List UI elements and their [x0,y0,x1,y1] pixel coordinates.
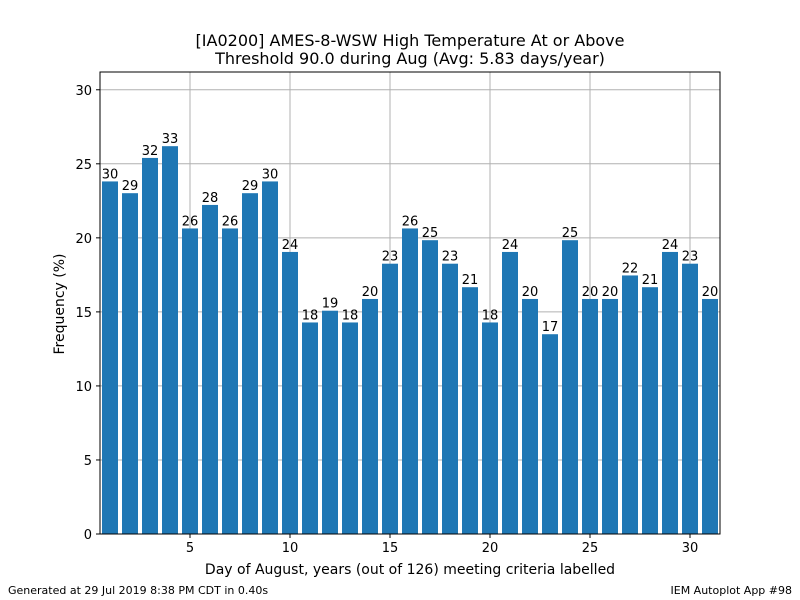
y-tick-label: 25 [75,158,92,173]
bar [622,275,638,534]
bar [362,298,378,534]
bars [102,146,718,534]
y-axis-label: Frequency (%) [52,253,68,354]
bar [302,322,318,534]
bar [562,240,578,534]
y-tick-label: 10 [75,380,92,395]
x-axis-label: Day of August, years (out of 126) meetin… [205,562,615,578]
bar-count-label: 23 [682,250,699,265]
bar-count-label: 21 [462,273,479,288]
bar-count-label: 18 [302,308,319,323]
bar [582,298,598,534]
bar [642,287,658,534]
bar-count-label: 23 [442,250,459,265]
bar-count-label: 30 [102,167,119,182]
bar-count-label: 18 [482,308,499,323]
bar [122,193,138,534]
bar-count-label: 29 [242,179,259,194]
bar-labels: 3029323326282629302418191820232625232118… [102,132,719,335]
bar [542,334,558,534]
bar-count-label: 18 [342,308,359,323]
generated-timestamp: Generated at 29 Jul 2019 8:38 PM CDT in … [8,584,269,597]
y-axis-ticks: 0 5 10 15 20 25 30 [75,84,100,543]
x-tick-label: 25 [582,541,599,556]
x-axis-ticks: 5 10 15 20 25 30 [186,534,698,556]
chart-title-line-2: Threshold 90.0 during Aug (Avg: 5.83 day… [214,49,605,68]
bar [422,240,438,534]
x-tick-label: 15 [382,541,399,556]
y-tick-label: 30 [75,84,92,99]
bar-count-label: 26 [182,214,199,229]
bar-count-label: 17 [542,320,559,335]
bar [522,298,538,534]
x-tick-label: 30 [682,541,699,556]
bar [442,263,458,534]
app-credit: IEM Autoplot App #98 [670,584,793,597]
bar-count-label: 33 [162,132,179,147]
bar [162,146,178,534]
bar [102,181,118,534]
bar [322,310,338,534]
bar-count-label: 21 [642,273,659,288]
bar [262,181,278,534]
bar [202,204,218,534]
bar [682,263,698,534]
y-tick-label: 5 [84,454,92,469]
bar [342,322,358,534]
bar [282,251,298,534]
bar [382,263,398,534]
bar-count-label: 20 [602,285,619,300]
bar-count-label: 26 [222,214,239,229]
x-tick-label: 10 [282,541,299,556]
bar-count-label: 32 [142,144,159,159]
bar [462,287,478,534]
bar [502,251,518,534]
bar-count-label: 23 [382,250,399,265]
bar [702,298,718,534]
x-tick-label: 20 [482,541,499,556]
bar-count-label: 25 [562,226,579,241]
chart-title-line-1: [IA0200] AMES-8-WSW High Temperature At … [196,31,625,50]
bar-count-label: 26 [402,214,419,229]
bar [222,228,238,534]
bar [662,251,678,534]
bar-count-label: 19 [322,297,339,312]
bar-count-label: 24 [662,238,679,253]
bar [242,193,258,534]
bar [602,298,618,534]
y-tick-label: 0 [84,528,92,543]
bar [402,228,418,534]
bar-count-label: 29 [122,179,139,194]
y-tick-label: 15 [75,306,92,321]
bar-count-label: 20 [702,285,719,300]
bar [142,157,158,534]
bar-count-label: 25 [422,226,439,241]
bar-count-label: 20 [582,285,599,300]
bar [482,322,498,534]
bar-count-label: 24 [282,238,299,253]
bar-count-label: 30 [262,167,279,182]
bar-count-label: 20 [522,285,539,300]
bar [182,228,198,534]
y-tick-label: 20 [75,232,92,247]
plot-frame [99,71,721,535]
bar-count-label: 24 [502,238,519,253]
x-tick-label: 5 [186,541,194,556]
bar-count-label: 28 [202,191,219,206]
bar-count-label: 20 [362,285,379,300]
bar-count-label: 22 [622,261,639,276]
